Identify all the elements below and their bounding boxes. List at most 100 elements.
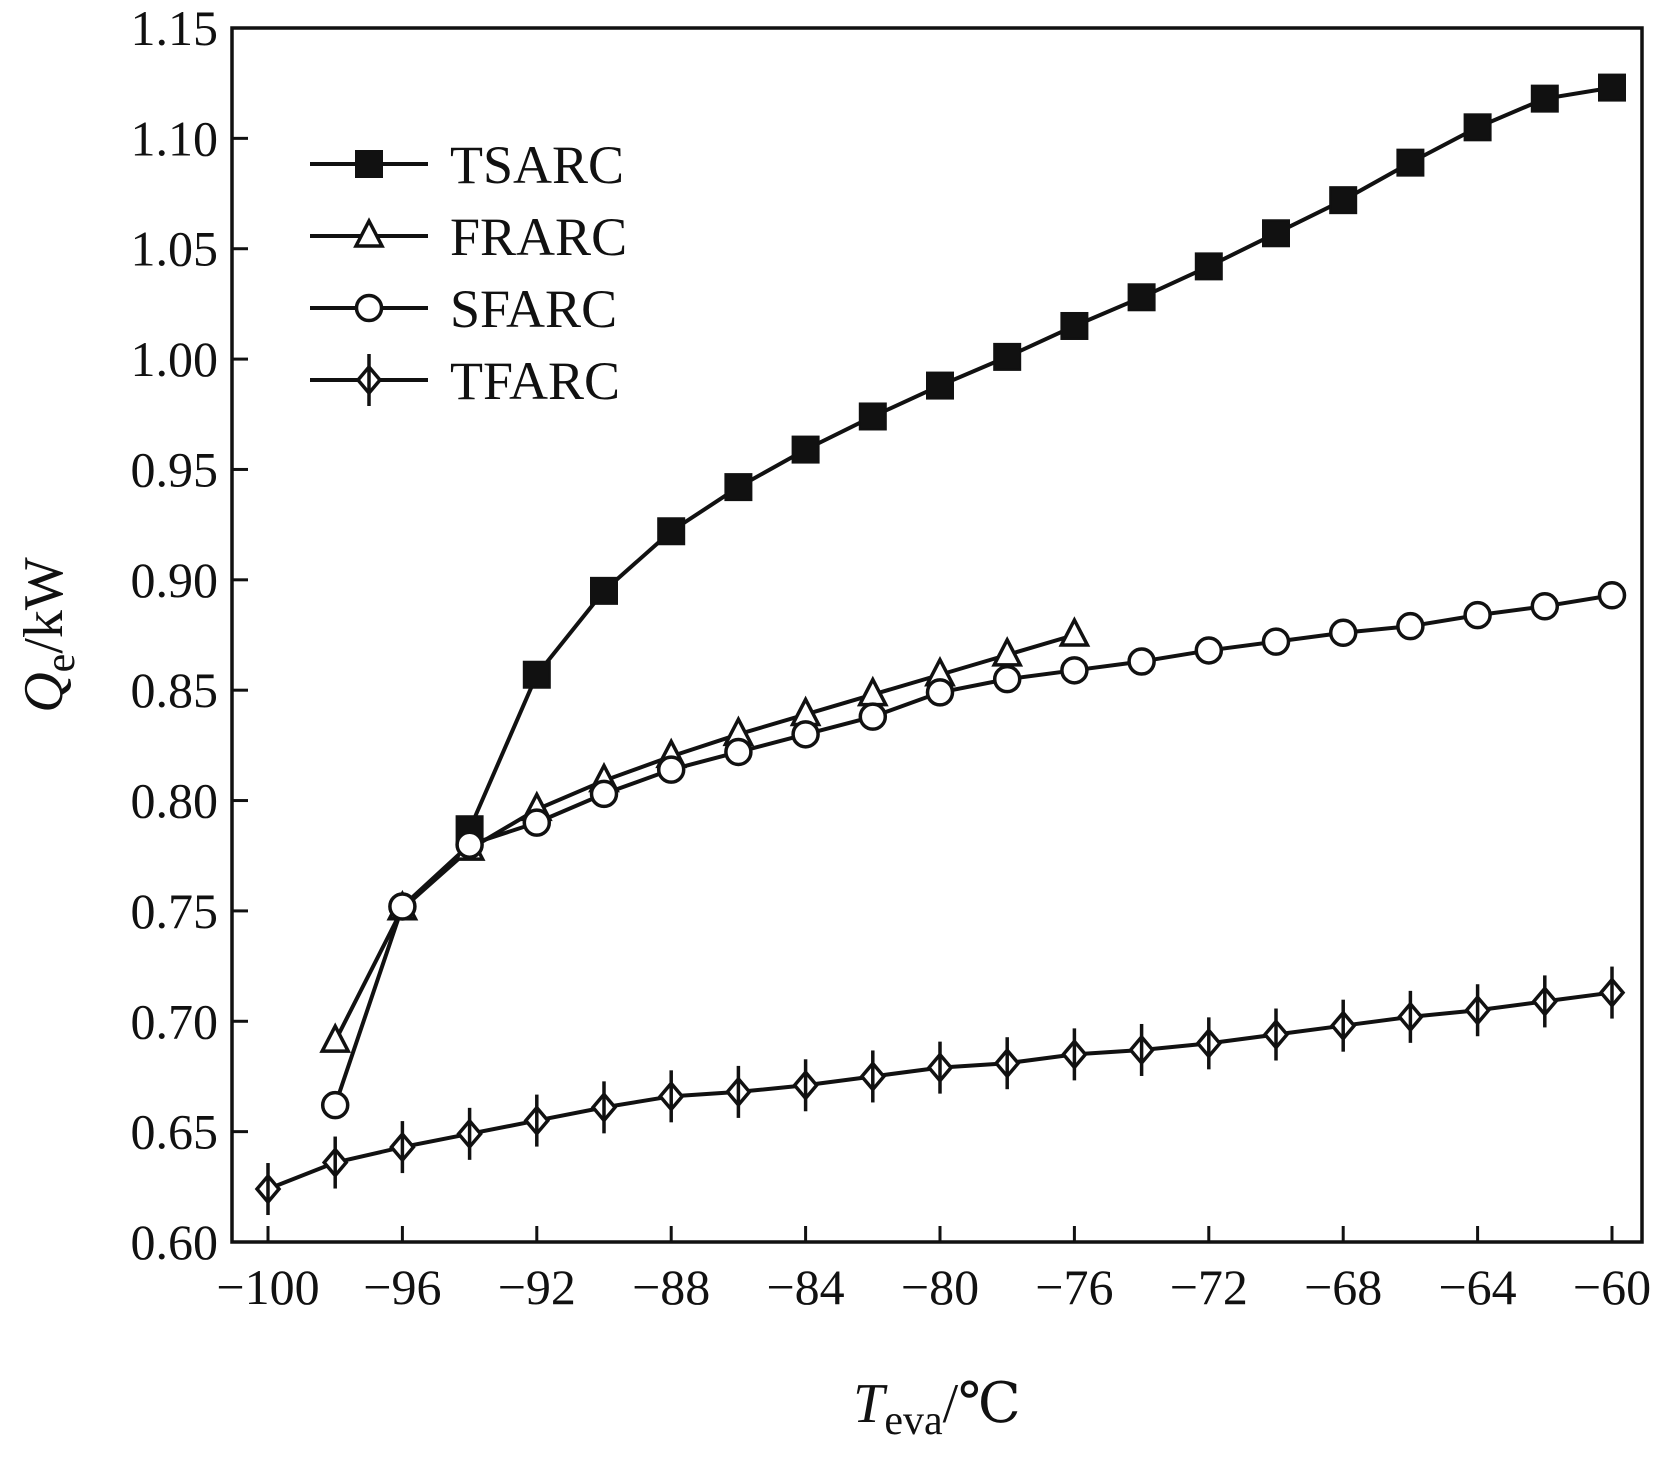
data-point-tsarc xyxy=(993,342,1022,371)
x-tick-label: −68 xyxy=(1304,1259,1382,1315)
x-tick-label: −76 xyxy=(1035,1259,1113,1315)
series-line-frarc xyxy=(333,633,1075,1043)
series-line-tsarc xyxy=(467,85,1613,831)
legend-label: SFARC xyxy=(450,279,617,339)
legend-label: TSARC xyxy=(450,135,624,195)
data-point-tsarc xyxy=(1194,252,1223,281)
x-tick-label: −84 xyxy=(766,1259,844,1315)
data-point-tfarc xyxy=(523,1094,551,1147)
data-point-tsarc xyxy=(1060,311,1089,340)
x-axis-unit: /℃ xyxy=(943,1373,1021,1435)
legend-item-sfarc: SFARC xyxy=(310,279,617,339)
y-tick-label: 0.65 xyxy=(131,1104,219,1160)
data-point-tsarc xyxy=(1127,283,1156,312)
y-tick-label: 1.00 xyxy=(131,331,219,387)
data-point-sfarc xyxy=(320,1090,350,1120)
y-tick-label: 0.60 xyxy=(131,1214,219,1270)
y-tick-label: 1.05 xyxy=(131,221,219,277)
data-point-tfarc xyxy=(1262,1008,1290,1061)
data-point-sfarc xyxy=(656,755,686,784)
plot-frame xyxy=(230,26,1644,1244)
data-point-tfarc xyxy=(254,1163,282,1216)
y-axis-subscript: e xyxy=(38,654,84,673)
data-point-sfarc xyxy=(1194,636,1224,665)
x-axis-variable: T xyxy=(853,1373,888,1435)
x-tick-label: −92 xyxy=(498,1259,576,1315)
y-tick-label: 1.10 xyxy=(131,110,219,166)
axis-ticks: −100 −96 −92 −88 −84 −80 −76 −72 −68 −64 −60 0.60 0.… xyxy=(131,0,1652,1315)
x-tick-label: −64 xyxy=(1438,1259,1516,1315)
x-tick-label: −60 xyxy=(1573,1259,1651,1315)
y-tick-label: 0.70 xyxy=(131,993,219,1049)
data-point-tfarc xyxy=(792,1059,819,1112)
legend: TSARC FRARC SFARC TFARC xyxy=(310,135,627,411)
legend-marker-sfarc xyxy=(354,293,384,323)
data-point-tsarc xyxy=(1463,113,1492,142)
legend-marker-frarc xyxy=(353,217,385,248)
legend-item-tsarc: TSARC xyxy=(310,135,624,195)
data-point-sfarc xyxy=(791,720,820,749)
data-point-tsarc xyxy=(657,517,686,546)
data-point-tfarc xyxy=(993,1037,1021,1090)
legend-item-frarc: FRARC xyxy=(310,207,627,267)
data-point-tsarc xyxy=(791,435,820,464)
data-point-sfarc xyxy=(388,892,417,921)
series-markers xyxy=(254,73,1627,1216)
data-point-sfarc xyxy=(1261,627,1291,656)
data-point-sfarc xyxy=(1396,611,1425,641)
data-point-sfarc xyxy=(992,664,1022,694)
data-point-sfarc xyxy=(1060,656,1089,685)
data-point-tfarc xyxy=(657,1070,685,1123)
data-point-sfarc xyxy=(1597,581,1627,610)
y-tick-label: 0.75 xyxy=(131,883,219,939)
data-point-tfarc xyxy=(725,1065,752,1118)
data-point-tfarc xyxy=(1061,1028,1088,1081)
data-point-tfarc xyxy=(1464,984,1491,1037)
data-point-sfarc xyxy=(724,737,753,767)
data-point-sfarc xyxy=(589,779,619,809)
data-point-tsarc xyxy=(724,473,753,502)
data-point-tfarc xyxy=(389,1121,416,1174)
data-point-tsarc xyxy=(1396,148,1425,177)
y-axis-label: Qe/kW xyxy=(13,557,84,713)
y-tick-label: 0.80 xyxy=(131,773,219,829)
data-point-tfarc xyxy=(1195,1017,1223,1070)
data-point-tfarc xyxy=(1329,999,1357,1052)
data-point-sfarc xyxy=(455,830,484,859)
data-point-tsarc xyxy=(926,371,954,400)
data-point-frarc xyxy=(1058,616,1091,647)
data-point-frarc xyxy=(319,1022,352,1053)
data-point-tsarc xyxy=(1329,186,1358,215)
data-point-sfarc xyxy=(1463,600,1492,630)
data-point-tsarc xyxy=(1598,73,1626,102)
legend-item-tfarc: TFARC xyxy=(310,351,620,411)
legend-marker-tsarc xyxy=(355,150,383,178)
data-point-tfarc xyxy=(859,1050,887,1103)
y-tick-label: 1.15 xyxy=(131,0,219,56)
x-axis-label: Teva/℃ xyxy=(853,1373,1021,1444)
data-point-tfarc xyxy=(590,1081,618,1134)
x-tick-label: −100 xyxy=(216,1259,319,1315)
x-axis-subscript: eva xyxy=(884,1398,943,1444)
data-point-tfarc xyxy=(456,1107,483,1160)
data-point-sfarc xyxy=(858,702,888,731)
data-point-frarc xyxy=(991,636,1024,667)
y-tick-label: 0.95 xyxy=(131,441,219,497)
data-point-tfarc xyxy=(926,1041,954,1094)
data-point-tfarc xyxy=(1531,975,1559,1028)
data-point-tsarc xyxy=(522,660,551,689)
data-point-tsarc xyxy=(1262,219,1290,248)
data-point-tfarc xyxy=(1397,990,1424,1043)
y-tick-label: 0.85 xyxy=(131,662,219,718)
legend-label: FRARC xyxy=(450,207,627,267)
x-tick-label: −72 xyxy=(1170,1259,1248,1315)
y-axis-unit: /kW xyxy=(13,557,75,654)
data-point-sfarc xyxy=(1127,647,1156,676)
x-tick-label: −88 xyxy=(632,1259,710,1315)
data-point-tfarc xyxy=(1128,1023,1155,1076)
data-point-sfarc xyxy=(522,808,552,837)
data-point-tsarc xyxy=(1530,84,1559,113)
y-axis-variable: Q xyxy=(13,672,75,712)
x-tick-label: −80 xyxy=(901,1259,979,1315)
